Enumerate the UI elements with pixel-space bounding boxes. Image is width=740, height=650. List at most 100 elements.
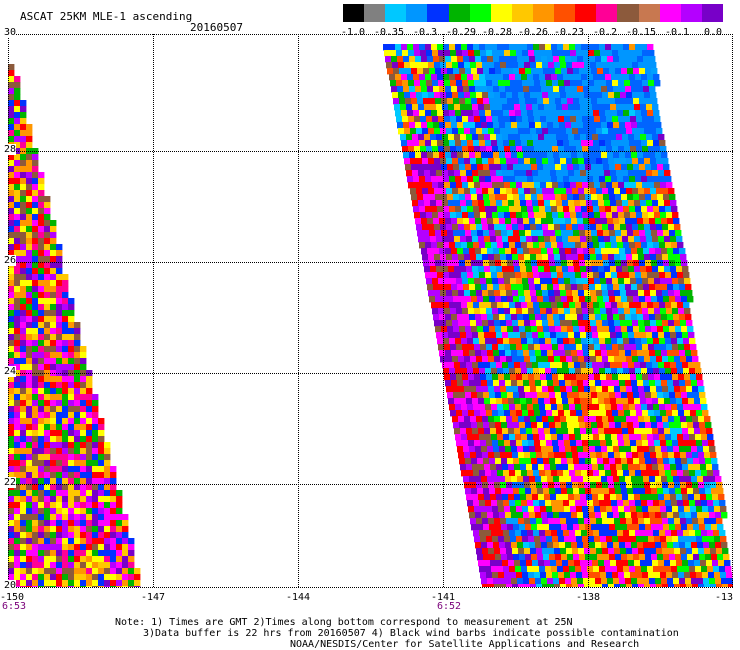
swath-cell — [513, 194, 520, 201]
swath-cell — [457, 380, 464, 387]
swath-cell — [521, 404, 528, 411]
swath-cell — [517, 476, 524, 483]
swath-cell — [74, 586, 81, 587]
swath-cell — [623, 74, 630, 81]
swath-cell — [425, 110, 432, 117]
swath-cell — [462, 50, 469, 57]
swath-cell — [550, 464, 557, 471]
swath-cell — [633, 230, 640, 237]
swath-cell — [451, 314, 458, 321]
swath-cell — [500, 482, 507, 489]
swath-cell — [14, 76, 21, 83]
swath-cell — [678, 344, 685, 351]
swath-cell — [573, 326, 580, 333]
swath-cell — [704, 452, 711, 459]
swath-cell — [44, 484, 51, 491]
swath-cell — [485, 140, 492, 147]
swath-cell — [701, 566, 708, 573]
swath-cell — [644, 482, 651, 489]
swath-cell — [680, 254, 687, 261]
swath-cell — [626, 128, 633, 135]
swath-cell — [615, 260, 622, 267]
swath-cell — [612, 344, 619, 351]
swath-cell — [44, 586, 51, 587]
swath-cell — [599, 302, 606, 309]
swath-cell — [384, 50, 391, 57]
swath-cell — [464, 62, 471, 69]
swath-cell — [596, 386, 603, 393]
swath-cell — [552, 146, 559, 153]
swath-cell — [597, 326, 604, 333]
swath-cell — [92, 448, 99, 455]
swath-cell — [116, 490, 123, 497]
swath-cell — [524, 254, 531, 261]
swath-cell — [26, 328, 33, 335]
swath-cell — [475, 248, 482, 255]
swath-cell — [74, 574, 81, 581]
swath-cell — [668, 254, 675, 261]
swath-cell — [676, 398, 683, 405]
swath-cell — [702, 440, 709, 447]
swath-cell — [605, 176, 612, 183]
color-scale-label: -0.29 — [445, 27, 477, 38]
swath-cell — [26, 562, 33, 569]
swath-cell — [646, 134, 653, 141]
swath-cell — [552, 212, 559, 219]
swath-cell — [583, 542, 590, 549]
swath-cell — [467, 434, 474, 441]
swath-cell — [635, 140, 642, 147]
swath-cell — [647, 302, 654, 309]
swath-cell — [726, 572, 733, 579]
swath-cell — [56, 388, 63, 395]
swath-cell — [62, 298, 69, 305]
swath-cell — [556, 134, 563, 141]
swath-cell — [505, 218, 512, 225]
swath-cell — [570, 212, 577, 219]
swath-cell — [68, 574, 75, 581]
swath-cell — [590, 290, 597, 297]
swath-cell — [397, 122, 404, 129]
swath-cell — [438, 182, 445, 189]
swath-cell — [468, 506, 475, 513]
swath-cell — [455, 404, 462, 411]
swath-cell — [483, 326, 490, 333]
swath-cell — [590, 416, 597, 423]
swath-cell — [626, 320, 633, 327]
swath-cell — [44, 256, 51, 263]
swath-cell — [706, 428, 713, 435]
swath-cell — [514, 104, 521, 111]
swath-cell — [44, 508, 51, 515]
swath-cell — [572, 386, 579, 393]
swath-cell — [68, 298, 75, 305]
swath-cell — [648, 536, 655, 543]
swath-cell — [430, 134, 437, 141]
swath-cell — [681, 392, 688, 399]
swath-cell — [628, 104, 635, 111]
swath-cell — [407, 176, 414, 183]
swath-cell — [62, 412, 69, 419]
swath-cell — [438, 50, 445, 57]
swath-cell — [557, 302, 564, 309]
swath-cell — [110, 484, 117, 491]
swath-cell — [438, 146, 445, 153]
swath-cell — [442, 362, 449, 369]
swath-cell — [673, 476, 680, 483]
swath-cell — [590, 92, 597, 99]
swath-cell — [8, 172, 15, 179]
swath-cell — [693, 422, 700, 429]
swath-cell — [518, 290, 525, 297]
swath-cell — [497, 74, 504, 81]
swath-cell — [612, 308, 619, 315]
swath-cell — [32, 520, 39, 527]
swath-cell — [482, 188, 489, 195]
swath-cell — [482, 254, 489, 261]
swath-cell — [610, 464, 617, 471]
swath-cell — [128, 562, 135, 569]
swath-cell — [560, 386, 567, 393]
swath-cell — [481, 152, 488, 159]
swath-cell — [581, 44, 588, 51]
swath-cell — [539, 338, 546, 345]
swath-cell — [26, 178, 33, 185]
swath-cell — [633, 326, 640, 333]
swath-cell — [8, 274, 15, 281]
